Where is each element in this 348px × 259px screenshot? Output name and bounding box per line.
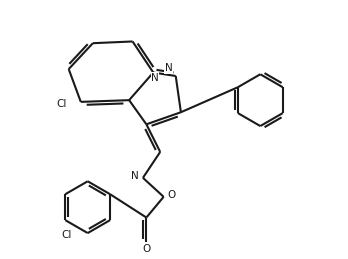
Text: Cl: Cl <box>57 99 67 109</box>
Text: O: O <box>142 244 150 254</box>
Text: N: N <box>132 171 139 181</box>
Text: Cl: Cl <box>61 230 71 240</box>
Text: N: N <box>165 63 173 73</box>
Text: O: O <box>167 190 175 200</box>
Text: N: N <box>151 73 159 83</box>
